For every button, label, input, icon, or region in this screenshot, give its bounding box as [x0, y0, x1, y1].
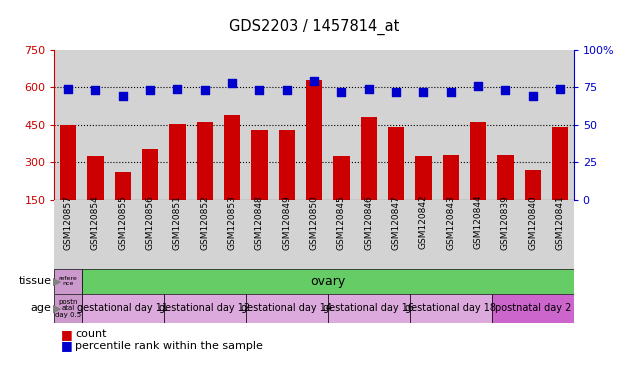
Bar	[524, 170, 541, 200]
Point	[172, 86, 183, 92]
Point	[309, 78, 319, 84]
Bar	[492, 294, 574, 323]
Bar	[87, 156, 104, 200]
Point	[555, 86, 565, 92]
Text: age: age	[30, 303, 51, 313]
Text: gestational day 14: gestational day 14	[241, 303, 332, 313]
Bar	[54, 269, 82, 294]
Text: gestational day 11: gestational day 11	[78, 303, 169, 313]
Bar	[60, 125, 76, 200]
Bar	[442, 155, 459, 200]
Bar	[415, 156, 431, 200]
Bar	[164, 294, 246, 323]
Point	[63, 86, 73, 92]
Text: tissue: tissue	[19, 276, 51, 286]
Bar	[552, 127, 568, 200]
Text: postnatal day 2: postnatal day 2	[494, 303, 571, 313]
Bar	[333, 156, 349, 200]
Bar	[142, 149, 158, 200]
Point	[419, 89, 429, 95]
Text: count: count	[75, 329, 106, 339]
Point	[199, 87, 210, 93]
Point	[281, 87, 292, 93]
Point	[528, 93, 538, 99]
Text: postn
atal
day 0.5: postn atal day 0.5	[55, 299, 81, 318]
Point	[254, 87, 265, 93]
Point	[363, 86, 374, 92]
Bar	[246, 294, 328, 323]
Point	[391, 89, 401, 95]
Text: percentile rank within the sample: percentile rank within the sample	[75, 341, 263, 351]
Point	[445, 89, 456, 95]
Point	[500, 87, 510, 93]
Text: ■: ■	[61, 328, 72, 341]
Point	[90, 87, 101, 93]
Bar	[410, 294, 492, 323]
Text: ▶: ▶	[53, 276, 62, 286]
Point	[118, 93, 128, 99]
Bar	[306, 80, 322, 200]
Text: refere
nce: refere nce	[59, 276, 78, 286]
Point	[227, 80, 237, 86]
Text: gestational day 12: gestational day 12	[159, 303, 251, 313]
Bar	[82, 294, 164, 323]
Text: GDS2203 / 1457814_at: GDS2203 / 1457814_at	[229, 19, 399, 35]
Bar	[115, 172, 131, 200]
Bar	[169, 124, 186, 200]
Bar	[497, 155, 513, 200]
Bar	[470, 122, 487, 200]
Text: gestational day 18: gestational day 18	[405, 303, 496, 313]
Bar	[224, 115, 240, 200]
Bar	[279, 130, 295, 200]
Bar	[360, 118, 377, 200]
Bar	[197, 122, 213, 200]
Bar	[388, 127, 404, 200]
Point	[473, 83, 483, 89]
Bar	[251, 130, 268, 200]
Text: ■: ■	[61, 339, 72, 352]
Text: ovary: ovary	[310, 275, 345, 288]
Bar	[54, 294, 82, 323]
Point	[145, 87, 155, 93]
Point	[337, 89, 347, 95]
Text: ▶: ▶	[53, 303, 62, 313]
Bar	[328, 294, 410, 323]
Text: gestational day 16: gestational day 16	[323, 303, 414, 313]
